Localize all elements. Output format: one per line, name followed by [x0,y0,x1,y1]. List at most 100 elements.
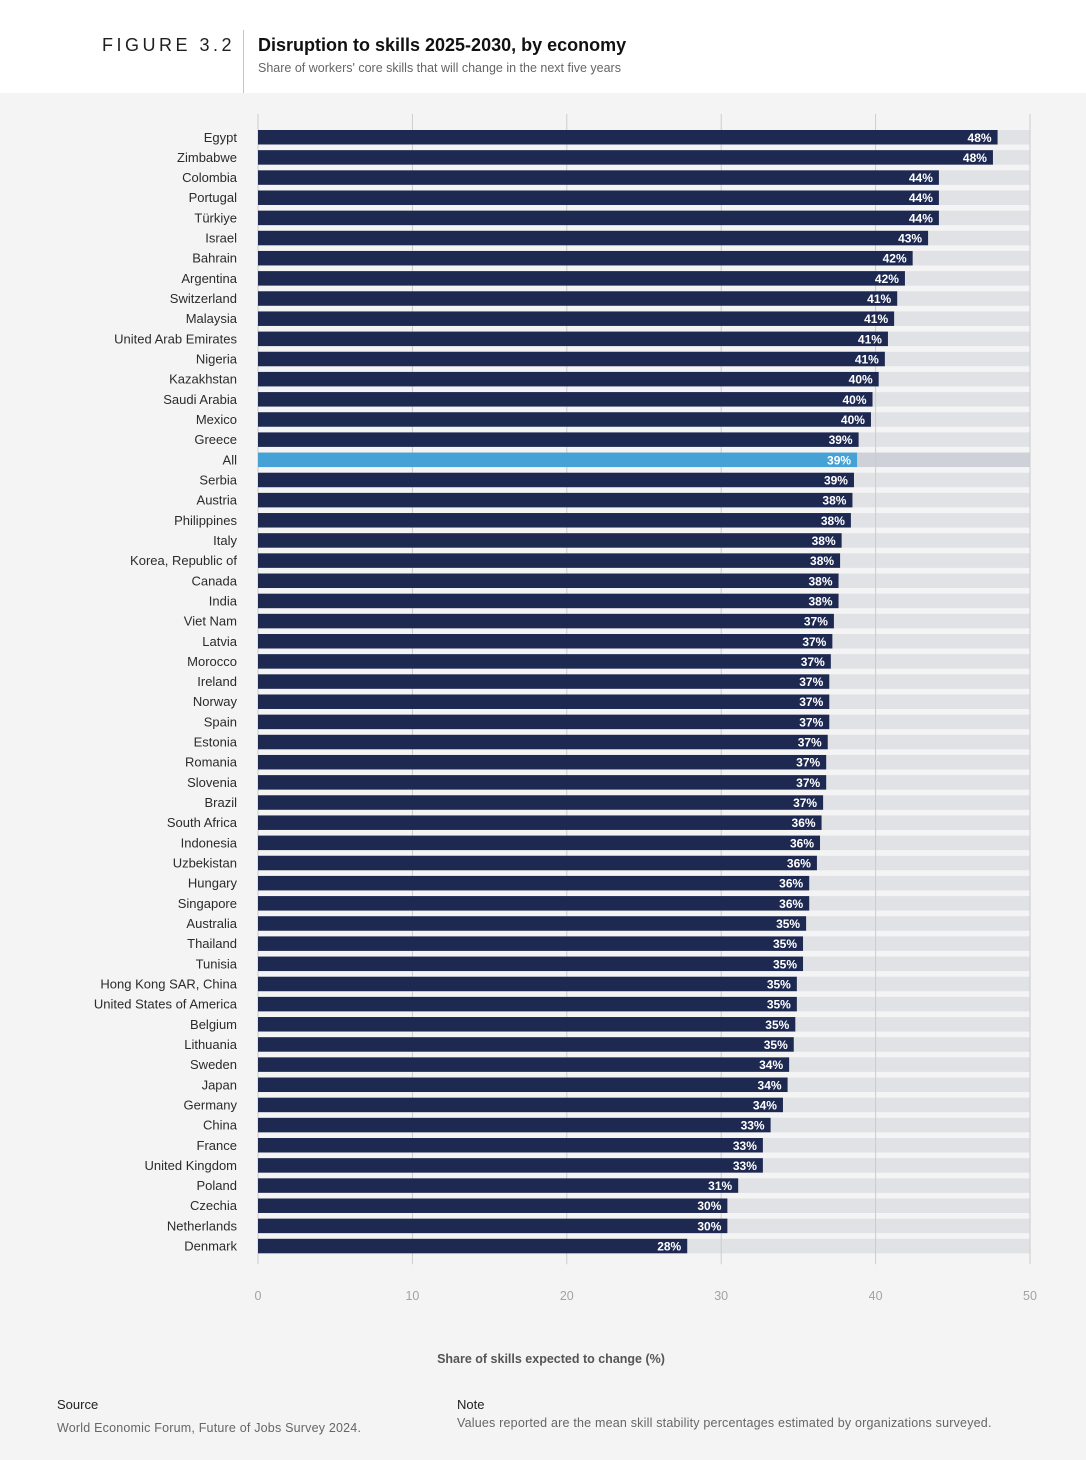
bar [258,754,827,770]
data-label: 28% [657,1240,681,1254]
category-label: Netherlands [167,1218,238,1233]
category-label: Nigeria [196,352,238,367]
data-label: 36% [779,897,803,911]
data-label: 34% [758,1078,782,1092]
bar [258,714,830,730]
bar [258,472,854,488]
bar [258,1097,783,1113]
bar [258,1017,796,1032]
x-tick-label: 0 [255,1289,262,1303]
category-labels: Egypt Zimbabwe Colombia Portugal Türkiye Isra… [94,130,238,1254]
data-label: 31% [708,1179,732,1193]
bar [258,412,871,427]
category-label: Romania [185,755,238,770]
bar [258,190,939,205]
data-label: 37% [796,776,820,790]
data-label: 36% [779,877,803,891]
data-label: 33% [741,1119,765,1133]
data-label: 37% [796,756,820,770]
data-label: 39% [829,433,853,447]
data-label: 36% [787,857,811,871]
data-label: 30% [697,1219,721,1233]
figure-header: FIGURE 3.2 Disruption to skills 2025-203… [0,0,1086,93]
category-label: Hungary [188,876,238,891]
category-label: Czechia [190,1198,238,1213]
bar [258,896,810,911]
note-text: Values reported are the mean skill stabi… [457,1416,992,1430]
data-label: 37% [793,796,817,810]
category-label: Kazakhstan [169,372,237,387]
category-label: Denmark [184,1239,237,1254]
data-label: 30% [697,1199,721,1213]
category-label: Canada [191,573,237,588]
category-label: Estonia [194,735,238,750]
data-label: 35% [765,1018,789,1032]
source-heading: Source [57,1397,99,1412]
data-label: 41% [864,312,888,326]
bar [258,1158,763,1173]
category-label: Philippines [174,513,237,528]
bar-chart: Egypt Zimbabwe Colombia Portugal Türkiye Isra… [94,114,1037,1366]
category-label: Switzerland [170,291,237,306]
data-label: 44% [909,211,933,225]
bar [258,492,853,508]
category-label: Colombia [182,170,238,185]
bar [258,573,839,589]
category-label: Austria [197,493,238,508]
category-label: Zimbabwe [177,150,237,165]
category-label: Belgium [190,1017,237,1032]
data-label: 48% [963,151,987,165]
category-label: Japan [202,1077,237,1092]
bar [258,936,804,951]
data-label: 41% [867,292,891,306]
bar [258,1238,688,1254]
category-label: Mexico [196,412,237,427]
bar [258,1077,788,1093]
bar [258,150,993,165]
bar [258,1218,728,1234]
bar [258,674,830,689]
bar [258,513,851,528]
data-label: 35% [773,957,797,971]
bar [258,1198,728,1213]
category-label: United States of America [94,997,238,1012]
category-label: Egypt [204,130,238,145]
bar [258,875,810,891]
bar [258,452,858,468]
bar [258,1117,771,1133]
bar [258,916,807,931]
bar [258,694,830,709]
data-label: 40% [842,393,866,407]
category-label: Poland [197,1178,237,1193]
category-label: Slovenia [187,775,238,790]
category-label: Australia [186,916,237,931]
bar [258,593,839,609]
bar [258,976,797,992]
data-label: 38% [809,574,833,588]
chart-subtitle: Share of workers' core skills that will … [258,61,621,75]
data-label: 38% [809,594,833,608]
bar [258,1037,794,1052]
data-label: 39% [824,473,848,487]
category-label: Italy [213,533,237,548]
category-label: Israel [205,231,237,246]
bar [258,815,822,830]
data-label: 35% [776,917,800,931]
data-label: 34% [759,1058,783,1072]
category-label: Tunisia [196,956,238,971]
bar [258,392,873,407]
category-label: Malaysia [186,311,238,326]
value-labels: 48% 48% 44% 44% 44% 43% 42% 42% 41% 41% 41% 41% 40% 4… [657,131,992,1254]
data-label: 44% [909,191,933,205]
bar [258,634,833,649]
bar [258,291,898,306]
bars [258,130,998,1254]
bar [258,170,939,185]
data-label: 37% [801,655,825,669]
category-label: Germany [184,1097,238,1112]
bar [258,130,998,145]
data-label: 37% [799,675,823,689]
category-label: Viet Nam [184,614,237,629]
data-label: 36% [792,816,816,830]
x-tick-label: 10 [405,1289,419,1303]
